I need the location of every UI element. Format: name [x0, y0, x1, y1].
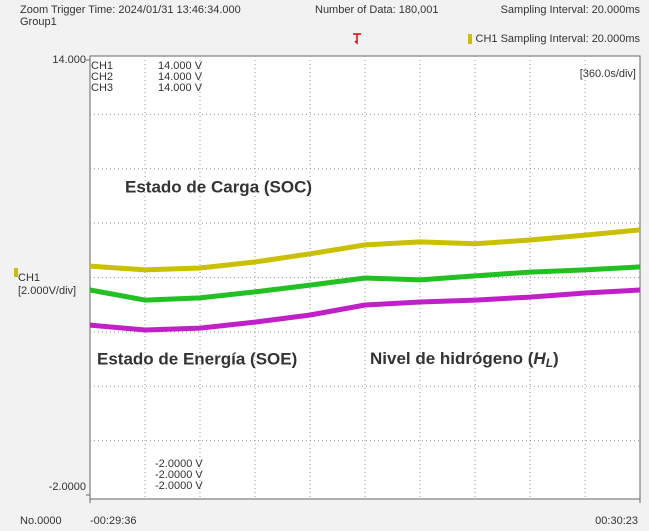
- trigger-mark: [353, 33, 361, 45]
- legend-bottom: -2.0000 V: [155, 480, 203, 492]
- time-division: [360.0s/div]: [580, 68, 636, 80]
- legend-top: 14.000 V: [158, 71, 203, 83]
- volt-channel: CH1: [18, 272, 40, 284]
- legend-name: CH2: [91, 71, 113, 83]
- legend-top: 14.000 V: [158, 60, 203, 72]
- annotation-part: H: [533, 349, 546, 368]
- ch1-sampling: CH1 Sampling Interval: 20.000ms: [476, 33, 641, 45]
- y-tick-label: 14.000: [52, 54, 86, 66]
- trace: [89, 287, 641, 333]
- legend-top: 14.000 V: [158, 82, 203, 94]
- legend-name: CH1: [91, 60, 113, 72]
- legend-bottom: -2.0000 V: [155, 469, 203, 481]
- annotation-part: L: [546, 356, 553, 370]
- y-tick-label: -2.0000: [49, 481, 86, 493]
- channel-marker: [14, 268, 18, 277]
- x-tick-label: -00:29:36: [90, 515, 136, 527]
- trace: [89, 264, 641, 303]
- annotation: Nivel de hidrógeno (HL): [370, 349, 559, 370]
- annotation: Estado de Carga (SOC): [125, 177, 312, 196]
- volt-division: [2.000V/div]: [18, 285, 76, 297]
- record-number: No.0000: [20, 515, 62, 527]
- annotation-part: ): [553, 349, 559, 368]
- trigger-time: Zoom Trigger Time: 2024/01/31 13:46:34.0…: [20, 4, 241, 16]
- legend-bottom: -2.0000 V: [155, 458, 203, 470]
- trace: [89, 227, 641, 273]
- ch1-marker: [468, 34, 472, 44]
- annotation: Estado de Energía (SOE): [97, 349, 297, 368]
- group: Group1: [20, 16, 57, 28]
- annotation-part: Nivel de hidrógeno (: [370, 349, 534, 368]
- legend-name: CH3: [91, 82, 113, 94]
- data-count: Number of Data: 180,001: [315, 4, 439, 16]
- sampling: Sampling Interval: 20.000ms: [501, 4, 641, 16]
- x-tick-label: 00:30:23: [595, 515, 638, 527]
